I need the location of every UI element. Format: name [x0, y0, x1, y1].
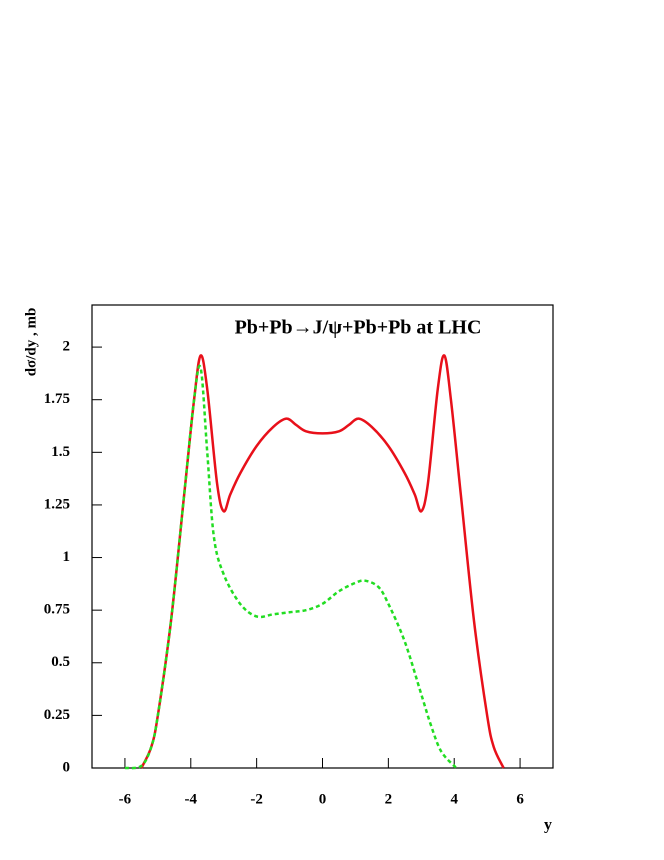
x-tick-label: 2 — [385, 791, 393, 807]
x-axis-label: y — [544, 817, 552, 834]
y-tick-label: 1.5 — [51, 444, 70, 460]
y-tick-label: 0.75 — [44, 602, 70, 618]
y-tick-label: 2 — [63, 339, 71, 355]
y-axis-label: dσ/dy , mb — [23, 308, 39, 377]
chart-title: Pb+Pb→J/ψ+Pb+Pb at LHC — [235, 317, 482, 339]
y-tick-label: 1.75 — [44, 391, 70, 407]
x-tick-label: 6 — [516, 791, 524, 807]
x-tick-label: -4 — [185, 791, 198, 807]
y-tick-label: 1 — [63, 549, 71, 565]
x-tick-label: 4 — [450, 791, 458, 807]
y-tick-label: 0 — [63, 759, 71, 775]
series-line — [140, 354, 505, 769]
series-line — [124, 364, 459, 770]
x-tick-label: -6 — [119, 791, 132, 807]
y-tick-label: 1.25 — [44, 496, 70, 512]
x-tick-label: 0 — [319, 791, 327, 807]
x-tick-label: -2 — [250, 791, 263, 807]
y-tick-label: 0.5 — [51, 654, 70, 670]
y-tick-label: 0.25 — [44, 707, 70, 723]
